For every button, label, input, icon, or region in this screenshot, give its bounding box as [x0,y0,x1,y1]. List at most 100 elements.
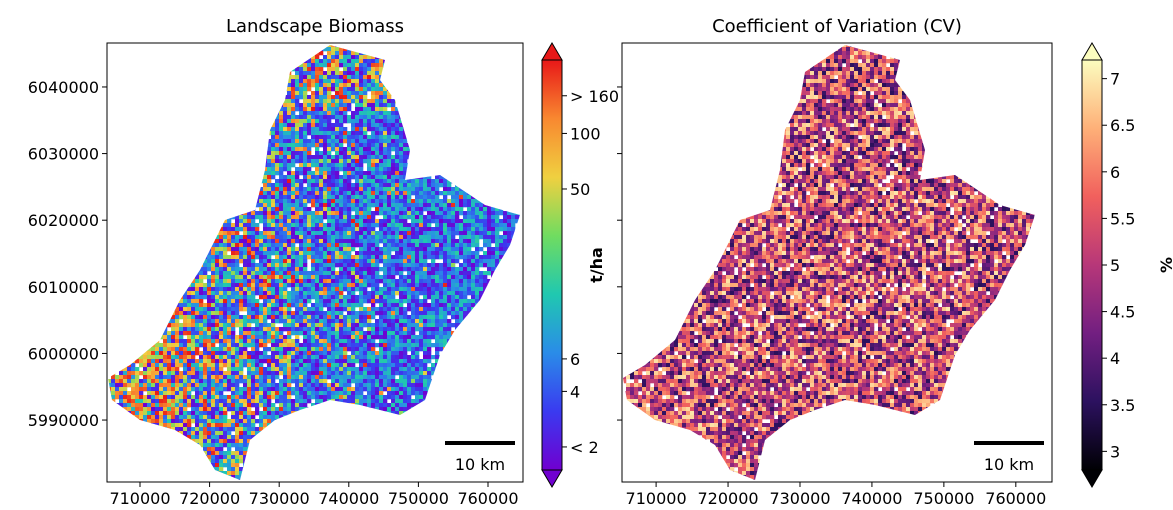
map-pixel [267,163,271,167]
map-pixel [163,439,167,443]
map-pixel [247,175,251,179]
map-pixel [163,367,167,371]
map-pixel [263,191,267,195]
map-pixel [211,379,215,383]
map-pixel [107,187,111,191]
map-pixel [195,439,199,443]
map-pixel [147,123,151,127]
map-pixel [259,275,263,279]
map-pixel [115,67,119,71]
map-pixel [231,391,235,395]
map-pixel [223,43,227,47]
map-pixel [283,343,287,347]
map-pixel [271,107,275,111]
map-pixel [175,419,179,423]
map-pixel [191,343,195,347]
map-pixel [167,199,171,203]
map-pixel [179,415,183,419]
map-pixel [271,347,275,351]
map-pixel [167,335,171,339]
map-pixel [139,299,143,303]
map-pixel [139,215,143,219]
map-pixel [151,323,155,327]
map-pixel [111,355,115,359]
map-pixel [263,399,267,403]
map-pixel [267,283,271,287]
map-pixel [131,471,135,475]
map-pixel [163,267,167,271]
map-pixel [155,335,159,339]
map-pixel [227,407,231,411]
map-pixel [115,183,119,187]
map-pixel [259,287,263,291]
map-pixel [227,479,231,483]
map-pixel [155,371,159,375]
map-pixel [259,47,263,51]
map-pixel [115,383,119,387]
map-pixel [247,255,251,259]
map-pixel [179,83,183,87]
map-pixel [107,415,111,419]
map-pixel [179,167,183,171]
map-pixel [171,235,175,239]
map-pixel [143,175,147,179]
map-pixel [279,107,283,111]
map-pixel [271,411,275,415]
map-pixel [111,267,115,271]
map-pixel [143,375,147,379]
map-pixel [151,455,155,459]
map-pixel [131,351,135,355]
map-pixel [263,215,267,219]
map-pixel [111,231,115,235]
map-pixel [267,479,271,483]
map-pixel [287,399,291,403]
map-pixel [203,91,207,95]
map-pixel [199,239,203,243]
map-pixel [271,287,275,291]
map-pixel [207,371,211,375]
map-pixel [239,187,243,191]
map-pixel [175,71,179,75]
map-pixel [291,43,295,47]
map-pixel [143,163,147,167]
map-pixel [163,347,167,351]
map-pixel [203,351,207,355]
map-pixel [163,115,167,119]
map-pixel [155,263,159,267]
map-pixel [199,271,203,275]
map-pixel [147,327,151,331]
map-pixel [243,471,247,475]
map-pixel [211,155,215,159]
map-pixel [291,391,295,395]
map-pixel [179,283,183,287]
map-pixel [223,139,227,143]
map-pixel [275,195,279,199]
map-pixel [199,127,203,131]
map-pixel [123,355,127,359]
map-pixel [131,67,135,71]
map-pixel [179,71,183,75]
map-pixel [263,327,267,331]
map-pixel [119,347,123,351]
map-pixel [203,139,207,143]
map-pixel [251,107,255,111]
map-pixel [111,263,115,267]
map-pixel [211,359,215,363]
map-pixel [151,343,155,347]
map-pixel [223,103,227,107]
map-pixel [191,99,195,103]
map-pixel [167,251,171,255]
map-pixel [179,247,183,251]
map-pixel [243,63,247,67]
map-pixel [235,367,239,371]
map-pixel [111,467,115,471]
map-pixel [167,295,171,299]
map-pixel [171,59,175,63]
map-pixel [155,303,159,307]
map-pixel [183,399,187,403]
map-pixel [227,319,231,323]
map-pixel [259,159,263,163]
map-pixel [135,247,139,251]
map-pixel [183,343,187,347]
map-pixel [143,195,147,199]
